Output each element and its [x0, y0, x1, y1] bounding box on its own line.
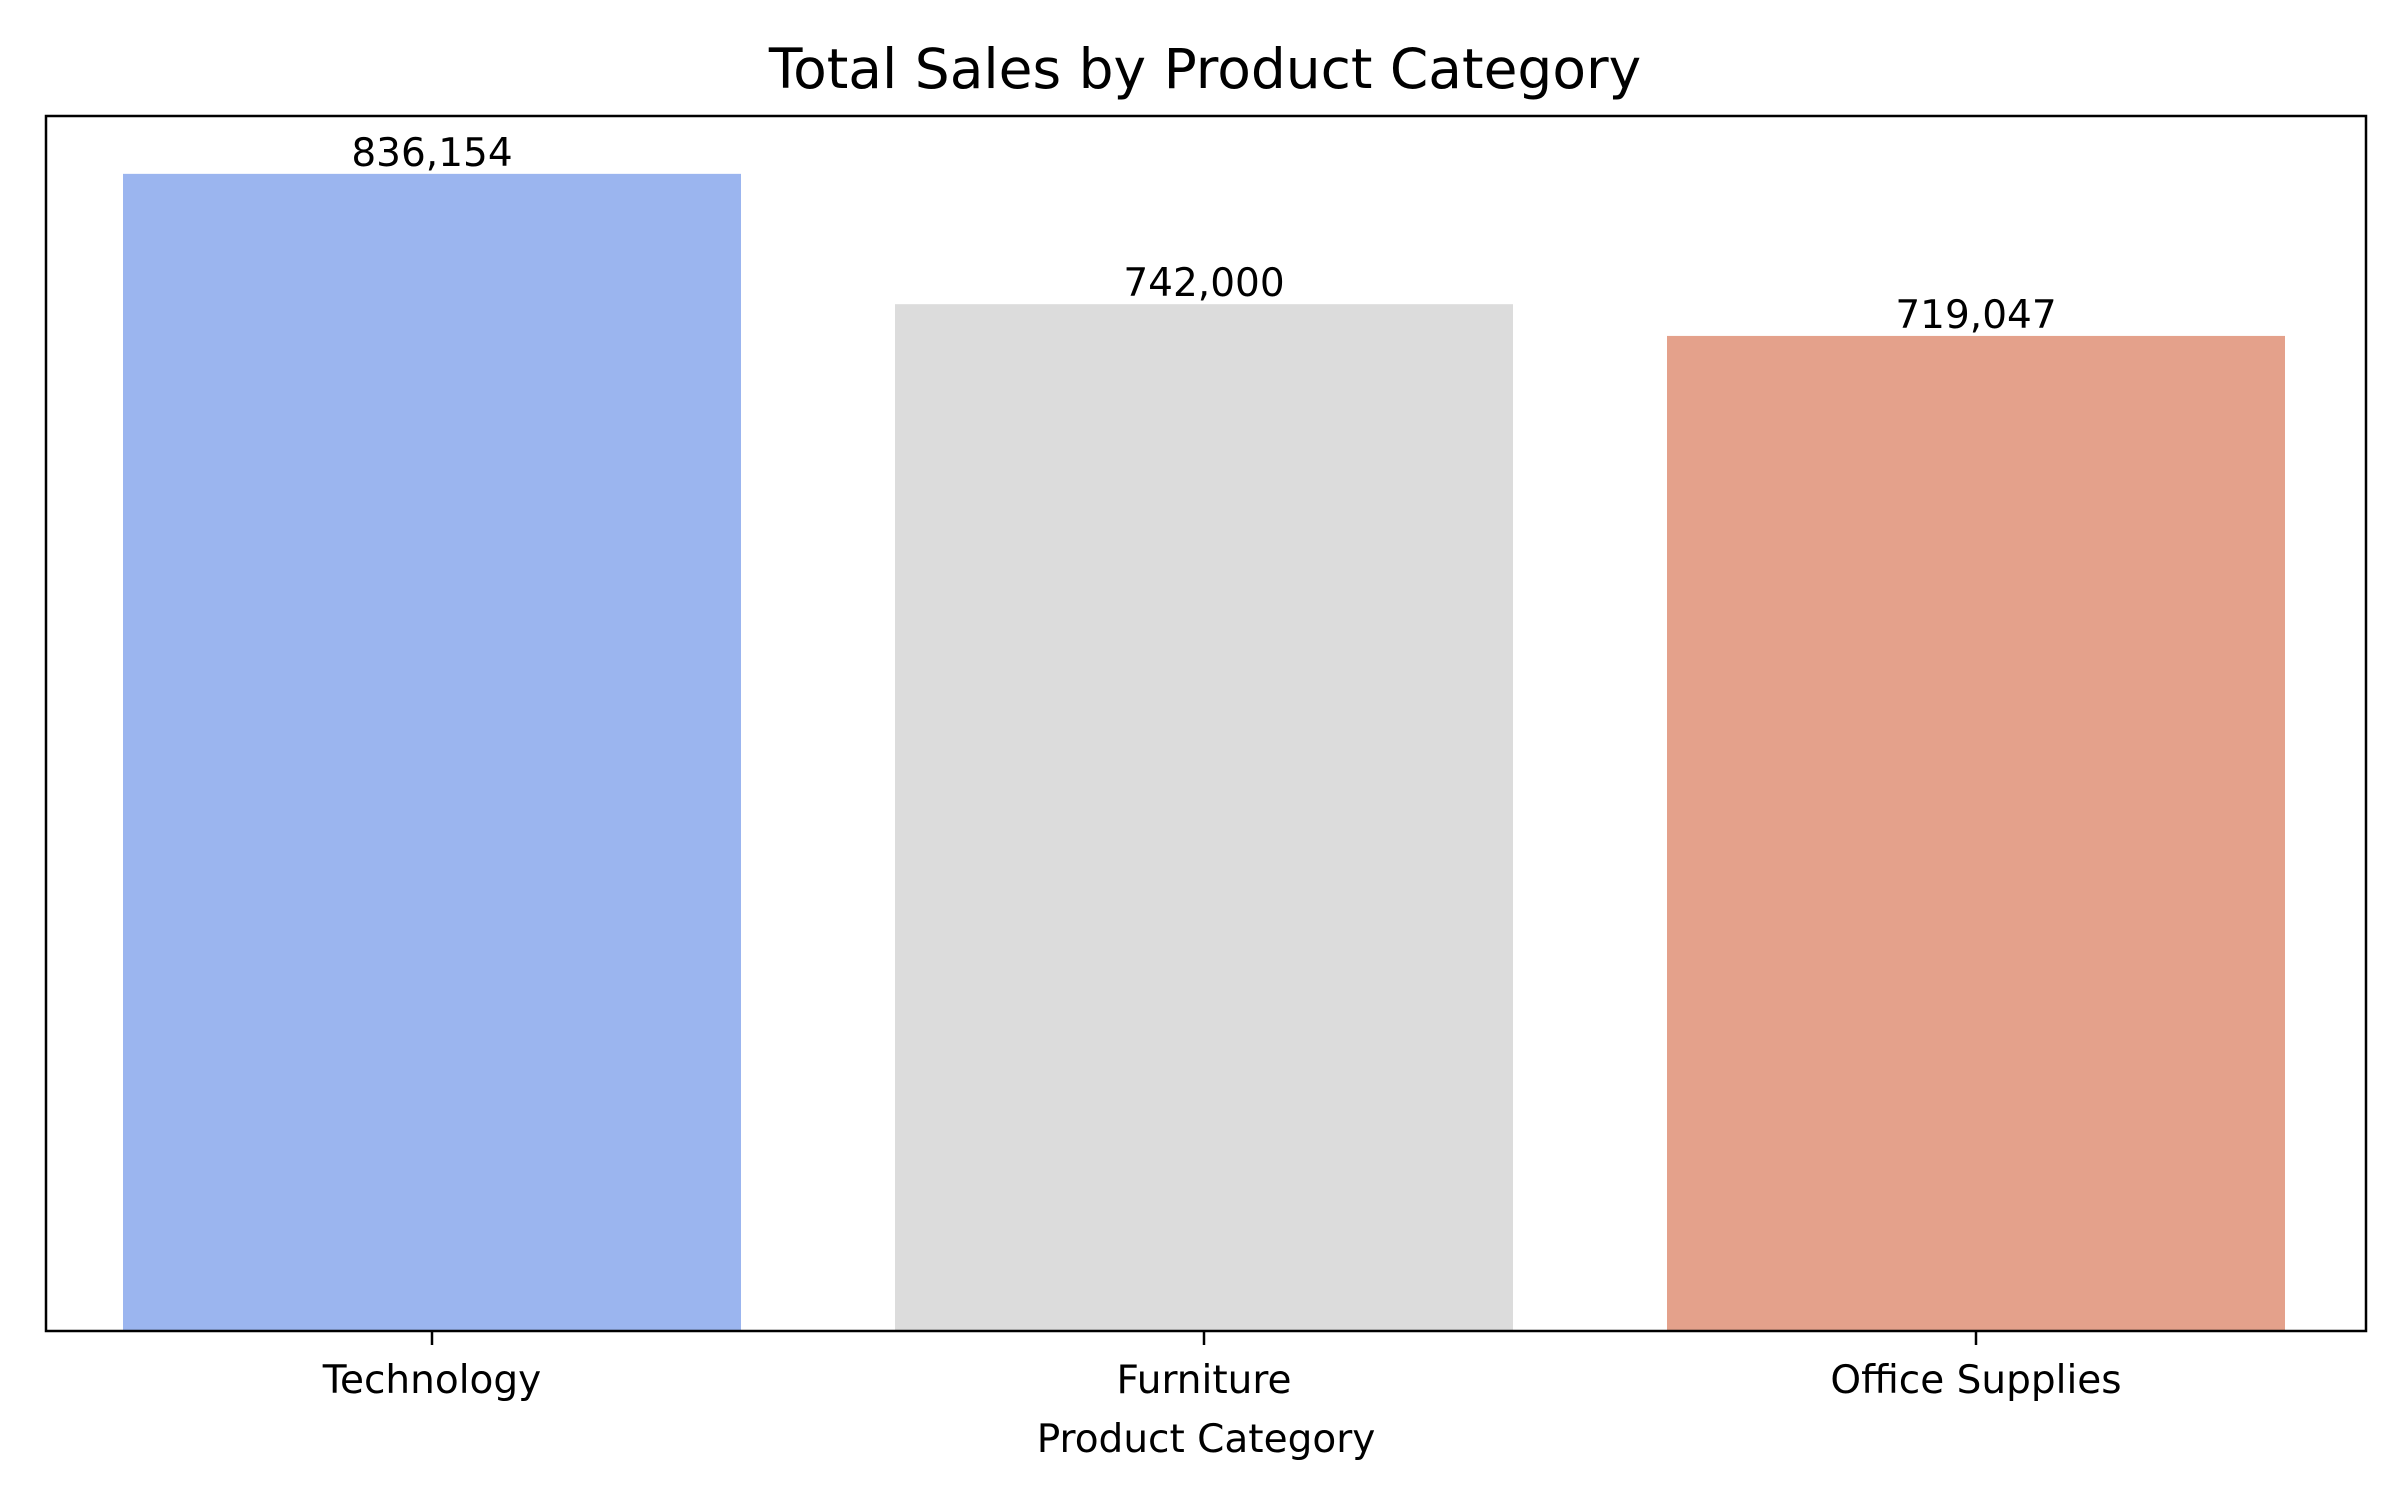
bar-furniture [895, 304, 1513, 1331]
x-tick-label: Furniture [1116, 1358, 1291, 1403]
x-ticks-group: Technology Furniture Office Supplies [322, 1331, 2122, 1403]
bar-office-supplies [1667, 335, 2285, 1331]
chart-title: Total Sales by Product Category [768, 37, 1641, 101]
data-label: 742,000 [1123, 261, 1284, 306]
x-tick-label: Technology [322, 1358, 541, 1403]
x-axis-label: Product Category [1037, 1417, 1376, 1462]
bars-group [123, 173, 2285, 1331]
plot-frame [44, 114, 2368, 1333]
bar-technology [123, 173, 741, 1331]
data-label: 836,154 [351, 131, 512, 176]
data-label: 719,047 [1895, 293, 2056, 338]
data-labels-group: 836,154 742,000 719,047 [351, 131, 2056, 338]
x-tick-label: Office Supplies [1830, 1358, 2121, 1403]
